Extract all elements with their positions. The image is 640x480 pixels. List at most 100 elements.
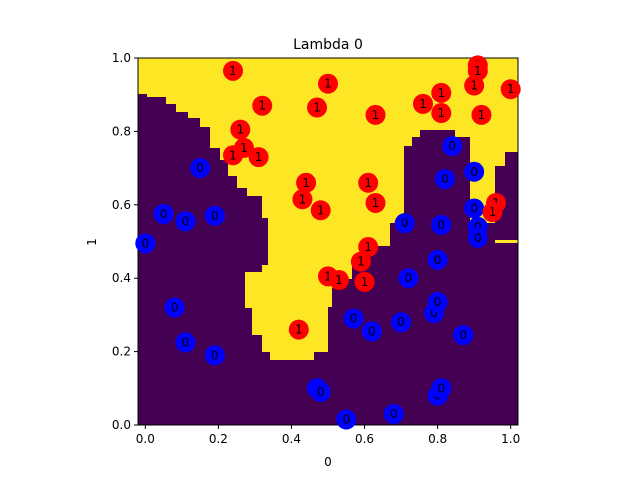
- data-point-class-0: [427, 292, 448, 313]
- data-point-class-1: [471, 104, 492, 125]
- data-point-class-0: [431, 378, 452, 399]
- chart-title: Lambda 0: [293, 37, 363, 53]
- y-tick-label: 0.6: [112, 198, 131, 212]
- data-point-label: 1: [507, 82, 515, 96]
- data-point-class-0: [391, 312, 412, 333]
- data-point-label: 1: [299, 192, 307, 206]
- data-point-label: 0: [141, 236, 149, 250]
- data-point-class-0: [464, 161, 485, 182]
- data-point-class-0: [164, 297, 185, 318]
- data-point-class-0: [467, 227, 488, 248]
- data-point-label: 1: [295, 323, 303, 337]
- data-point-label: 1: [255, 150, 263, 164]
- data-point-label: 0: [182, 214, 190, 228]
- data-point-class-1: [292, 189, 313, 210]
- data-point-class-0: [434, 169, 455, 190]
- data-point-label: 0: [459, 328, 467, 342]
- y-axis-ticks: 0.0 0.2 0.4 0.6 0.8 1.0: [112, 51, 138, 432]
- data-point-class-0: [427, 249, 448, 270]
- data-point-label: 0: [397, 315, 405, 329]
- data-point-label: 0: [171, 301, 179, 315]
- data-point-label: 1: [313, 101, 321, 115]
- y-tick-label: 0.8: [112, 124, 131, 138]
- y-tick-label: 0.0: [112, 418, 131, 432]
- x-axis-label: 0: [324, 455, 332, 469]
- data-point-class-1: [248, 147, 269, 168]
- data-point-class-1: [431, 82, 452, 103]
- data-point-label: 0: [430, 306, 438, 320]
- data-point-label: 0: [470, 201, 478, 215]
- x-tick-label: 1.0: [501, 432, 520, 446]
- data-point-label: 0: [368, 324, 376, 338]
- data-point-label: 0: [441, 172, 449, 186]
- data-point-class-0: [204, 205, 225, 226]
- x-axis-ticks: 0.0 0.2 0.4 0.6 0.8 1.0: [136, 425, 520, 446]
- data-point-class-1: [350, 251, 371, 272]
- data-point-class-0: [398, 268, 419, 289]
- data-points: 0000000000000000000000000000001111111111…: [135, 55, 521, 430]
- data-point-label: 1: [474, 64, 482, 78]
- data-point-label: 1: [302, 176, 310, 190]
- data-point-class-0: [204, 345, 225, 366]
- data-point-class-1: [296, 172, 317, 193]
- y-axis-label: 1: [85, 238, 99, 246]
- data-point-class-0: [336, 409, 357, 430]
- data-point-label: 1: [470, 79, 478, 93]
- data-point-label: 0: [434, 295, 442, 309]
- data-point-label: 1: [361, 275, 369, 289]
- data-point-class-1: [482, 202, 503, 223]
- data-point-class-0: [361, 321, 382, 342]
- data-point-label: 1: [372, 108, 380, 122]
- data-point-class-0: [464, 198, 485, 219]
- data-point-label: 1: [324, 269, 332, 283]
- data-point-class-0: [453, 325, 474, 346]
- data-point-class-1: [413, 93, 433, 114]
- data-point-label: 1: [478, 108, 486, 122]
- data-point-label: 0: [317, 385, 325, 399]
- data-point-class-0: [343, 308, 364, 329]
- data-point-label: 1: [372, 196, 380, 210]
- data-point-label: 1: [236, 123, 244, 137]
- data-point-label: 0: [434, 253, 442, 267]
- data-point-label: 0: [211, 209, 219, 223]
- data-point-class-1: [365, 192, 386, 213]
- data-point-label: 1: [240, 141, 248, 155]
- data-point-class-0: [190, 158, 211, 179]
- data-point-label: 0: [160, 207, 168, 221]
- decision-region: [138, 58, 518, 425]
- data-point-label: 1: [489, 205, 497, 219]
- data-point-label: 1: [437, 86, 445, 100]
- data-point-class-0: [175, 211, 196, 232]
- data-point-label: 1: [364, 240, 372, 254]
- x-tick-label: 0.6: [355, 432, 374, 446]
- data-point-class-0: [442, 136, 463, 157]
- data-point-label: 1: [317, 203, 325, 217]
- data-point-class-0: [175, 332, 196, 353]
- data-point-class-1: [354, 271, 375, 292]
- data-point-label: 1: [357, 255, 365, 269]
- data-point-label: 0: [211, 348, 219, 362]
- data-point-label: 0: [390, 407, 398, 421]
- data-point-label: 1: [229, 64, 237, 78]
- data-point-label: 0: [474, 220, 482, 234]
- y-tick-label: 1.0: [112, 51, 131, 65]
- data-point-class-1: [358, 172, 379, 193]
- data-point-label: 0: [470, 165, 478, 179]
- data-point-label: 0: [350, 312, 358, 326]
- data-point-label: 0: [196, 161, 204, 175]
- data-point-label: 0: [405, 271, 413, 285]
- data-point-class-1: [365, 104, 386, 125]
- data-point-class-1: [223, 145, 243, 166]
- data-point-label: 0: [448, 139, 456, 153]
- data-point-class-1: [431, 103, 452, 124]
- data-point-label: 0: [437, 381, 445, 395]
- data-point-class-1: [252, 95, 273, 116]
- data-point-class-1: [230, 119, 251, 140]
- data-point-label: 1: [419, 97, 427, 111]
- data-point-class-0: [310, 381, 331, 402]
- data-point-label: 0: [401, 216, 409, 230]
- x-tick-label: 0.4: [282, 432, 301, 446]
- data-point-class-1: [318, 73, 338, 94]
- y-tick-label: 0.2: [112, 345, 131, 359]
- data-point-label: 1: [324, 77, 332, 91]
